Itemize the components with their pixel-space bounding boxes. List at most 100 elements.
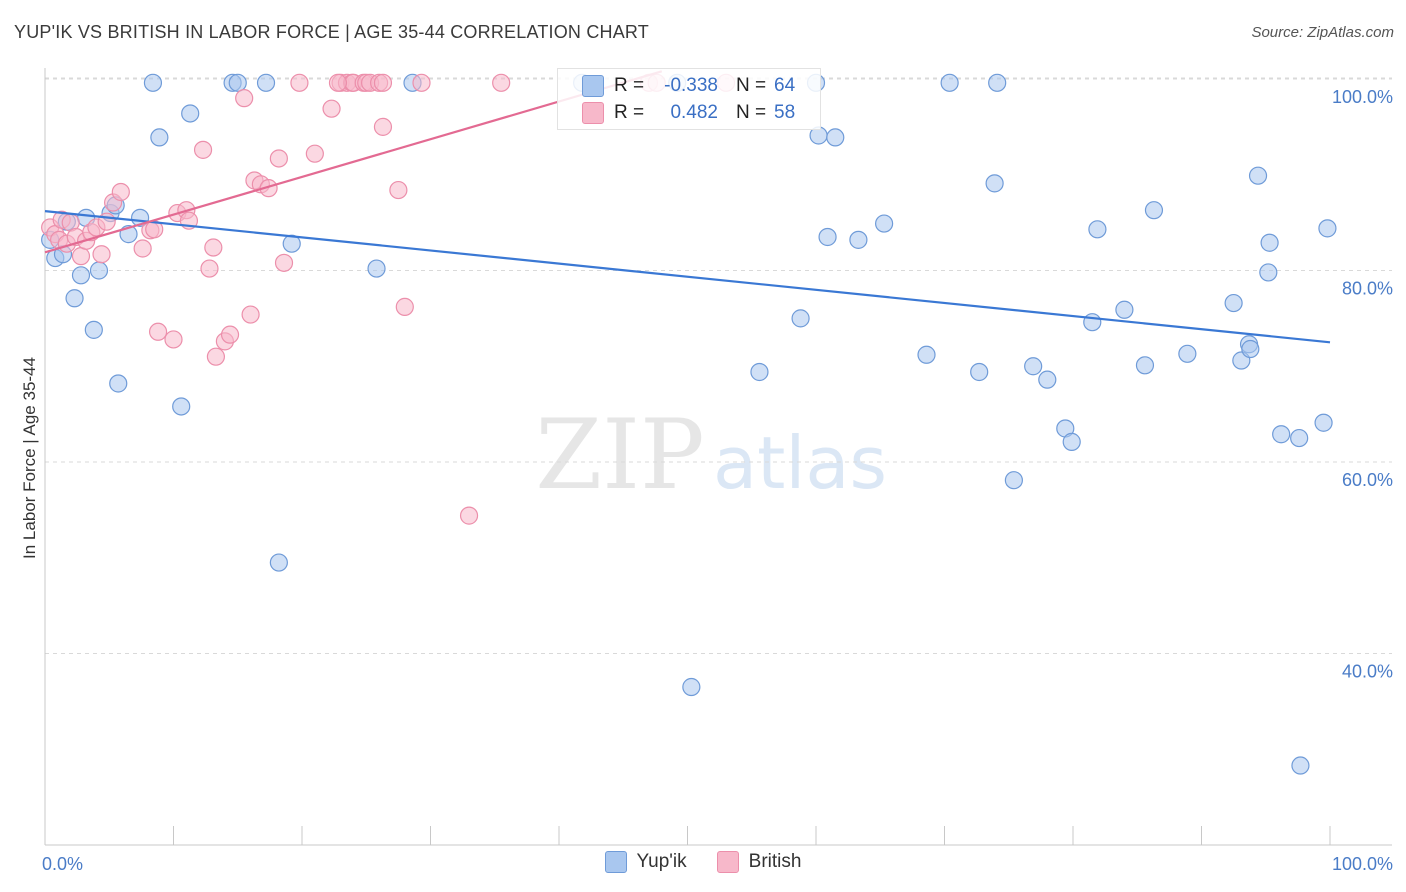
- yupik-point: [1260, 233, 1279, 252]
- british-point: [412, 73, 431, 92]
- n-value: 64: [774, 75, 796, 96]
- yupik-point: [1314, 413, 1333, 432]
- yupik-point: [1038, 370, 1057, 389]
- british-point: [290, 73, 309, 92]
- british-point: [92, 245, 111, 264]
- british-point: [322, 99, 341, 118]
- british-point: [97, 212, 116, 231]
- british-point: [373, 73, 393, 92]
- yupik-point: [256, 73, 276, 92]
- british-point: [305, 144, 324, 163]
- yupik-swatch: [582, 75, 604, 97]
- yupik-point: [367, 259, 386, 278]
- legend-item-yupik[interactable]: Yup'ik: [604, 851, 687, 873]
- watermark-zip: ZIP: [535, 399, 704, 511]
- y-tick-label: 40.0%: [1342, 662, 1393, 682]
- british-legend-swatch: [716, 851, 739, 873]
- british-point: [328, 73, 348, 92]
- yupik-point: [1004, 471, 1023, 490]
- yupik-point: [1224, 293, 1243, 313]
- r-value: 0.482: [670, 102, 718, 123]
- yupik-point: [109, 374, 128, 393]
- yupik-point: [65, 289, 84, 308]
- yupik-legend-swatch: [604, 851, 627, 873]
- watermark-atlas: atlas: [713, 421, 887, 505]
- yupik-point: [1083, 313, 1102, 332]
- r-label: R =: [614, 75, 645, 96]
- yupik-point: [970, 362, 989, 382]
- british-point: [71, 247, 91, 266]
- yupik-point: [269, 553, 288, 572]
- stats-row-british: R = 0.482 N = 58: [582, 100, 795, 126]
- yupik-point: [282, 234, 301, 253]
- chart-title: YUP'IK VS BRITISH IN LABOR FORCE | AGE 3…: [14, 22, 649, 42]
- british-point: [204, 238, 223, 257]
- yupik-point: [228, 73, 247, 92]
- yupik-point: [750, 362, 769, 382]
- legend-item-british[interactable]: British: [716, 851, 801, 873]
- yupik-point: [1272, 425, 1291, 444]
- yupik-point: [826, 128, 845, 147]
- british-point: [193, 140, 213, 159]
- yupik-point: [71, 266, 91, 285]
- yupik-point: [172, 397, 191, 416]
- yupik-point: [1318, 219, 1337, 238]
- yupik-point: [682, 677, 701, 697]
- yupik-point: [1088, 220, 1107, 239]
- source-credit: Source: ZipAtlas.com: [1251, 24, 1394, 41]
- yupik-point: [940, 73, 959, 92]
- yupik-point: [849, 230, 868, 249]
- british-point: [164, 330, 183, 349]
- british-point: [373, 117, 393, 136]
- british-swatch: [582, 102, 604, 124]
- yupik-point: [1248, 166, 1268, 185]
- n-label: N =: [736, 75, 767, 96]
- yupik-trend-line: [44, 210, 1331, 344]
- stats-row-yupik: R = -0.338 N = 64: [582, 73, 795, 99]
- british-point: [269, 149, 288, 168]
- yupik-point: [84, 320, 103, 339]
- yupik-point: [917, 345, 936, 364]
- yupik-point: [89, 261, 109, 280]
- yupik-point: [875, 214, 894, 233]
- yupik-point: [143, 73, 163, 92]
- british-point: [148, 322, 168, 341]
- yupik-point: [988, 73, 1007, 92]
- british-point: [492, 73, 511, 92]
- british-point: [200, 259, 219, 278]
- series-legend: Yup'ik British: [0, 851, 1406, 873]
- yupik-point: [818, 227, 837, 247]
- n-value: 58: [774, 102, 796, 123]
- yupik-point: [181, 104, 200, 123]
- x-tick-label: 100.0%: [1332, 854, 1393, 874]
- british-point: [220, 325, 240, 344]
- british-point: [395, 297, 414, 316]
- yupik-point: [1291, 756, 1310, 775]
- legend-label-yupik: Yup'ik: [636, 851, 687, 872]
- yupik-point: [1178, 344, 1197, 363]
- stats-legend: R = -0.338 N = 64 R = 0.482 N = 58: [557, 68, 821, 130]
- british-point: [206, 347, 226, 366]
- british-point: [274, 253, 294, 272]
- n-label: N =: [736, 102, 767, 123]
- british-point: [111, 182, 130, 202]
- yupik-point: [1062, 432, 1081, 451]
- yupik-point: [791, 309, 810, 328]
- x-tick-label: 0.0%: [42, 854, 83, 874]
- r-value: -0.338: [664, 75, 718, 96]
- yupik-point: [1259, 263, 1278, 282]
- yupik-point: [1144, 201, 1164, 220]
- yupik-point: [1024, 357, 1043, 376]
- british-point: [133, 239, 152, 258]
- british-point: [241, 305, 260, 324]
- y-tick-label: 80.0%: [1342, 279, 1393, 299]
- yupik-point: [150, 128, 169, 147]
- yupik-point: [1115, 300, 1134, 319]
- yupik-point: [1135, 356, 1155, 375]
- y-tick-label: 60.0%: [1342, 470, 1393, 490]
- yupik-point: [985, 174, 1004, 193]
- british-point: [389, 180, 408, 200]
- british-point: [235, 89, 254, 108]
- r-label: R =: [614, 102, 645, 123]
